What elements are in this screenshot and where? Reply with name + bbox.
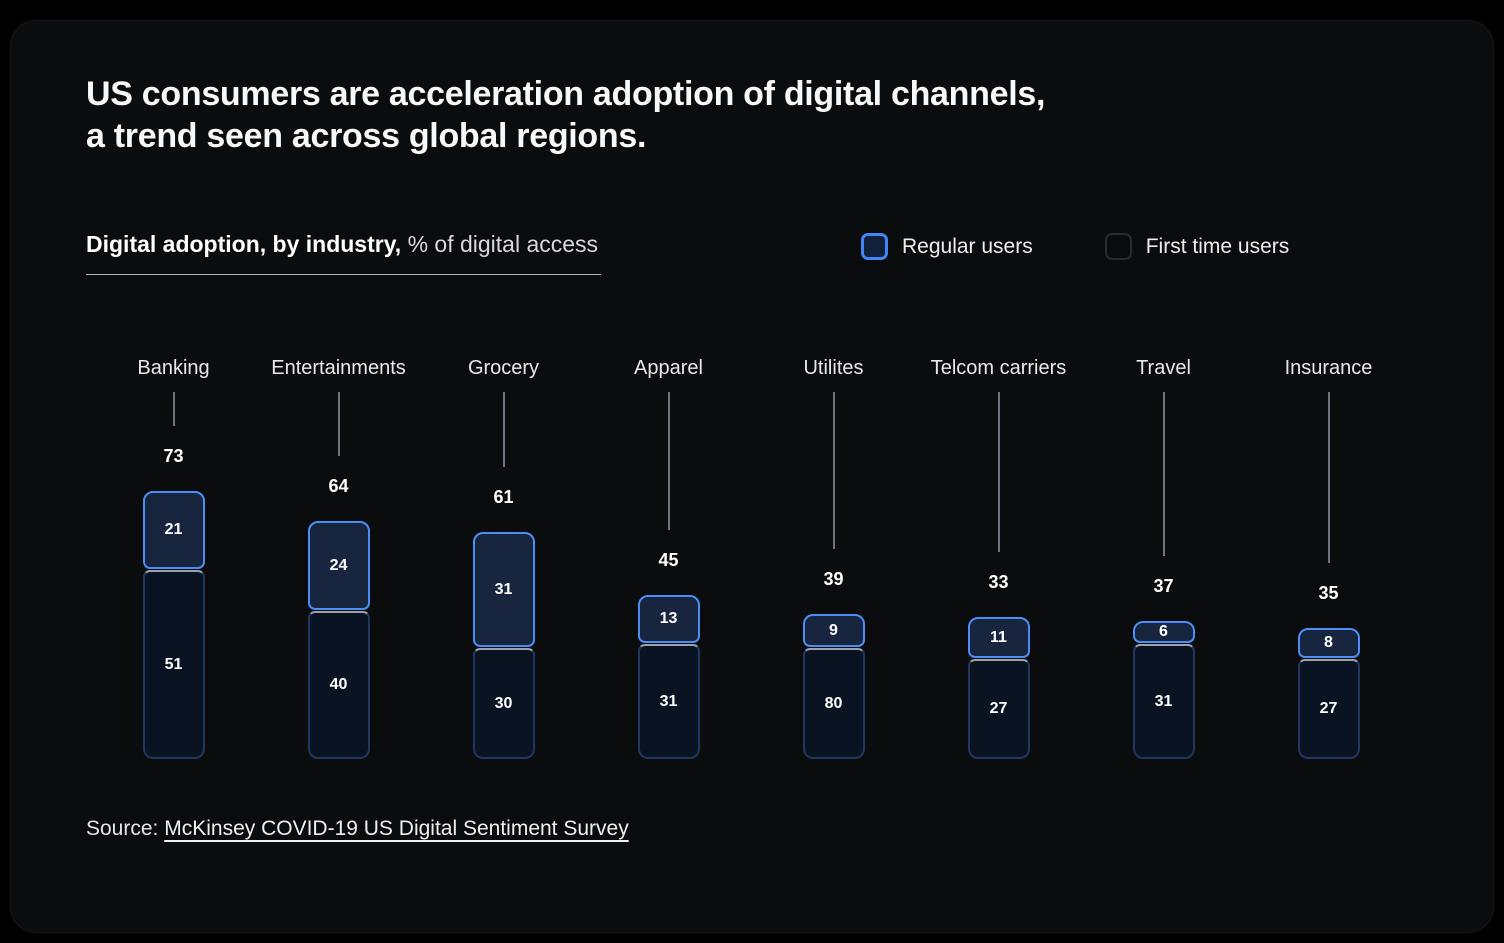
regular-users-swatch-icon: [861, 233, 888, 260]
stacked-bar: 9 80: [802, 614, 865, 759]
bar-segment-first-time-users: 40: [307, 611, 370, 759]
segment-value-first-time: 30: [494, 694, 513, 712]
stacked-bar: 6 31: [1132, 621, 1195, 759]
chart-column: Travel 37 6 31: [1081, 357, 1246, 759]
page-title: US consumers are acceleration adoption o…: [86, 73, 1045, 157]
bar-segment-regular-users: 21: [142, 491, 205, 569]
chart-column: Telcom carriers 33 11 27: [916, 357, 1081, 759]
segment-value-first-time: 27: [989, 700, 1008, 717]
bar-segment-first-time-users: 51: [142, 570, 205, 759]
bar-segment-regular-users: 6: [1132, 621, 1195, 643]
segment-value-regular: 24: [329, 556, 348, 574]
segment-value-regular: 13: [659, 610, 678, 627]
category-label: Entertainments: [271, 357, 406, 379]
legend: Regular users First time users: [861, 233, 1289, 260]
legend-label-regular: Regular users: [902, 234, 1033, 258]
subtitle-underline: [86, 274, 601, 275]
bar-segment-regular-users: 11: [967, 617, 1030, 658]
bar-segment-regular-users: 8: [1297, 628, 1360, 658]
connector-line: [502, 392, 505, 467]
stacked-bar: 11 27: [967, 617, 1030, 759]
segment-value-first-time: 51: [164, 655, 183, 673]
chart-columns: Banking 73 21 51 Entertainments 64 24 40…: [91, 357, 1411, 759]
total-value: 35: [1318, 583, 1339, 603]
bar-segment-first-time-users: 31: [1132, 644, 1195, 759]
category-label: Travel: [1136, 357, 1191, 379]
subtitle-normal: % of digital access: [401, 231, 599, 257]
legend-label-first-time: First time users: [1145, 234, 1290, 258]
connector-line: [1327, 392, 1330, 563]
chart-column: Entertainments 64 24 40: [256, 357, 421, 759]
chart-column: Grocery 61 31 30: [421, 357, 586, 759]
connector-line: [832, 392, 835, 549]
connector-line: [1162, 392, 1165, 556]
chart-column: Insurance 35 8 27: [1246, 357, 1411, 759]
bar-segment-first-time-users: 27: [1297, 659, 1360, 759]
stacked-bar: 21 51: [142, 491, 205, 759]
chart-subtitle: Digital adoption, by industry, % of digi…: [86, 231, 601, 258]
bar-segment-regular-users: 31: [472, 532, 535, 647]
bar-segment-regular-users: 13: [637, 595, 700, 643]
total-value: 61: [493, 487, 514, 507]
total-value: 39: [823, 569, 844, 589]
title-line-2: a trend seen across global regions.: [86, 117, 647, 155]
stacked-bar: 24 40: [307, 521, 370, 759]
segment-value-regular: 6: [1159, 623, 1168, 640]
bar-segment-first-time-users: 27: [967, 659, 1030, 759]
connector-line: [337, 392, 340, 456]
category-label: Banking: [137, 357, 210, 379]
total-value: 64: [328, 476, 349, 496]
total-value: 73: [163, 446, 184, 466]
source-prefix: Source:: [86, 817, 165, 840]
stacked-bar: 31 30: [472, 532, 535, 759]
title-line-1: US consumers are acceleration adoption o…: [86, 75, 1046, 113]
total-value: 37: [1153, 576, 1174, 596]
total-value: 45: [658, 550, 679, 570]
chart-column: Utilites 39 9 80: [751, 357, 916, 759]
segment-value-first-time: 31: [659, 692, 678, 710]
chart-column: Apparel 45 13 31: [586, 357, 751, 759]
category-label: Telcom carriers: [930, 357, 1067, 379]
segment-value-first-time: 27: [1319, 700, 1338, 717]
bar-segment-first-time-users: 80: [802, 648, 865, 759]
chart-card: US consumers are acceleration adoption o…: [10, 20, 1494, 933]
chart-column: Banking 73 21 51: [91, 357, 256, 759]
bar-segment-first-time-users: 31: [637, 644, 700, 759]
connector-line: [667, 392, 670, 530]
first-time-users-swatch-icon: [1104, 233, 1132, 260]
bar-segment-regular-users: 24: [307, 521, 370, 610]
stacked-bar: 8 27: [1297, 628, 1360, 759]
bar-segment-regular-users: 9: [802, 614, 865, 647]
connector-line: [997, 392, 1000, 552]
segment-value-regular: 21: [164, 521, 183, 538]
category-label: Grocery: [467, 357, 540, 379]
source-line: Source: McKinsey COVID-19 US Digital Sen…: [86, 817, 629, 841]
connector-line: [172, 392, 175, 426]
category-label: Insurance: [1284, 357, 1373, 379]
segment-value-regular: 31: [494, 580, 513, 598]
category-label: Utilites: [803, 357, 864, 379]
subtitle-block: Digital adoption, by industry, % of digi…: [86, 231, 601, 275]
segment-value-first-time: 31: [1154, 692, 1173, 710]
segment-value-first-time: 80: [824, 694, 843, 712]
segment-value-regular: 9: [829, 621, 838, 639]
total-value: 33: [988, 572, 1009, 592]
legend-item-first-time-users: First time users: [1104, 233, 1290, 260]
bar-segment-first-time-users: 30: [472, 648, 535, 759]
subtitle-bold: Digital adoption, by industry,: [86, 231, 402, 257]
source-link[interactable]: McKinsey COVID-19 US Digital Sentiment S…: [164, 817, 629, 840]
stacked-bar: 13 31: [637, 595, 700, 759]
legend-item-regular-users: Regular users: [861, 233, 1033, 260]
segment-value-first-time: 40: [329, 676, 348, 693]
category-label: Apparel: [634, 357, 703, 379]
segment-value-regular: 11: [990, 628, 1007, 646]
segment-value-regular: 8: [1324, 634, 1333, 651]
